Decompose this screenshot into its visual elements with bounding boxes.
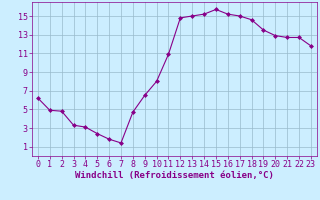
X-axis label: Windchill (Refroidissement éolien,°C): Windchill (Refroidissement éolien,°C) xyxy=(75,171,274,180)
